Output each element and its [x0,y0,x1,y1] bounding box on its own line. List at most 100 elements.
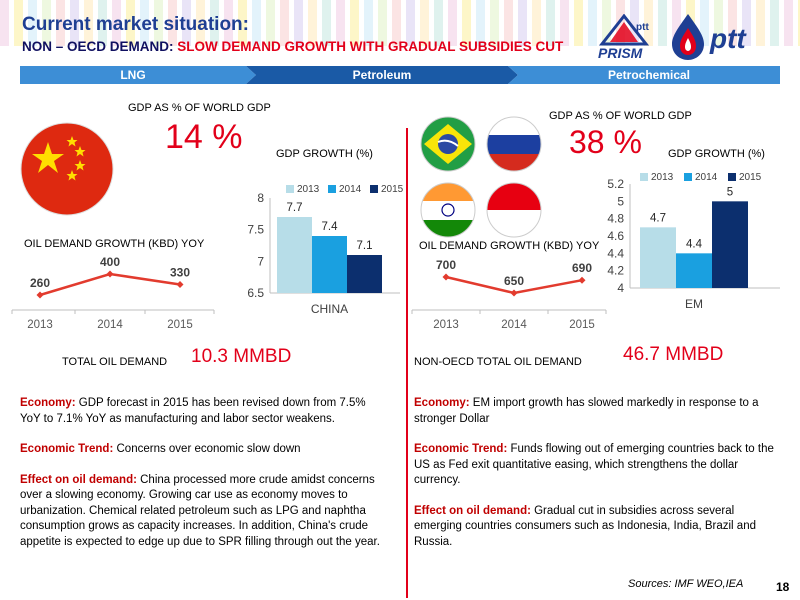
ptt-logo: ptt [666,10,786,64]
page-subtitle: NON – OECD DEMAND: SLOW DEMAND GROWTH WI… [22,39,563,54]
header-stripe [448,0,457,46]
header-stripe [182,0,191,46]
china-gdp-data-label: 7.7 [287,202,303,214]
em-oil-demand-line-chart: 700 2013 650 2014 690 2015 [411,258,607,331]
em-gdp-y-tick-label: 4.4 [607,246,624,260]
header-stripe [420,0,429,46]
header-stripe [588,0,597,46]
header-stripe [504,0,513,46]
china-effect-label: Effect on oil demand: [20,473,137,486]
china-gdp-y-tick-label: 6.5 [247,286,264,300]
china-gdp-growth-bar-chart: 2013 2014 2015 8 7.5 7 6.5 7.7 7.4 7.1 CHINA [247,184,404,316]
em-gdp-share-value: 38 % [569,124,642,160]
header-stripe [28,0,37,46]
em-gdp-legend-label: 2013 [651,172,674,183]
em-gdp-bar [712,201,748,288]
em-gdp-legend-label: 2014 [695,172,718,183]
header-stripe [42,0,51,46]
em-gdp-legend-label: 2015 [739,172,762,183]
header-stripe [224,0,233,46]
em-gdp-y-tick-label: 4.6 [607,229,624,243]
header-stripe [0,0,9,46]
china-oil-data-label: 260 [30,276,50,290]
china-oil-data-label: 330 [170,266,190,280]
em-oil-point [442,273,450,281]
china-gdp-category-label: CHINA [311,302,348,316]
header-stripe [350,0,359,46]
china-oil-point [36,291,44,299]
em-trend-text: Funds flowing out of emerging countries … [414,443,774,486]
em-gdp-y-tick-label: 4 [617,281,624,295]
china-oil-x-tick-label: 2013 [27,319,53,331]
china-gdp-data-label: 7.1 [357,240,373,252]
nav-item-petrochemical[interactable]: Petrochemical [607,68,691,82]
header-stripe [616,0,625,46]
em-gdp-y-tick-label: 4.2 [607,264,624,278]
section-nav-bar: LNG Petroleum Petrochemical [20,66,780,84]
china-trend-label: Economic Trend: [20,443,114,455]
subtitle-prefix: NON – OECD DEMAND: [22,39,174,54]
china-gdp-bar [347,255,382,293]
header-stripe [784,0,793,46]
ptt-logo-text: ptt [709,23,747,54]
em-oil-data-label: 690 [572,261,592,275]
subtitle-highlight: SLOW DEMAND GROWTH WITH GRADUAL SUBSIDIE… [177,39,564,54]
em-gdp-share-label: GDP AS % OF WORLD GDP [549,110,692,122]
china-flag [20,122,114,216]
china-oil-growth-label: OIL DEMAND GROWTH (KBD) YOY [24,238,205,250]
header-stripe [574,0,583,46]
page-number: 18 [776,580,790,594]
em-flags [420,116,548,242]
header-stripe [336,0,345,46]
header-stripe [168,0,177,46]
em-gdp-bar [676,253,712,288]
prism-logo: ptt PRISM [592,13,656,62]
russia-flag [487,117,541,171]
china-gdp-share-value: 14 % [165,118,243,156]
indonesia-flag [487,183,541,237]
china-commentary: Economy: GDP forecast in 2015 has been r… [20,396,388,565]
header-stripe [140,0,149,46]
nav-item-petroleum[interactable]: Petroleum [352,68,412,82]
sources-note: Sources: IMF WEO,IEA [628,578,744,590]
header-stripe [70,0,79,46]
china-oil-point [176,281,184,288]
header-stripe [392,0,401,46]
header-stripe [280,0,289,46]
header-stripe [406,0,415,46]
header-stripe [154,0,163,46]
brazil-flag [421,117,475,171]
header-stripe [84,0,93,46]
header-stripe [560,0,569,46]
china-gdp-legend-swatch [286,185,294,193]
prism-ptt-small-text: ptt [636,22,649,33]
em-gdp-y-tick-label: 5.2 [607,177,624,191]
em-oil-data-label: 650 [504,274,524,288]
em-gdp-y-tick-label: 4.8 [607,212,624,226]
em-oil-point [578,276,586,284]
em-gdp-data-label: 5 [727,186,733,198]
em-total-oil-label: NON-OECD TOTAL OIL DEMAND [414,356,582,368]
china-total-oil-value: 10.3 MMBD [191,346,292,367]
header-stripe [378,0,387,46]
china-gdp-y-tick-label: 7 [257,254,264,268]
header-stripe [518,0,527,46]
header-stripe [532,0,541,46]
em-gdp-data-label: 4.4 [686,238,703,250]
china-total-oil-label: TOTAL OIL DEMAND [62,356,168,368]
header-stripe [742,0,751,46]
column-divider [406,128,408,598]
china-gdp-legend-label: 2015 [381,184,404,195]
china-gdp-legend-swatch [370,185,378,193]
header-stripe [770,0,779,46]
em-gdp-legend-swatch [728,173,736,181]
china-oil-x-tick-label: 2014 [97,319,123,331]
header-stripe [462,0,471,46]
header-stripe [308,0,317,46]
header-stripe [476,0,485,46]
china-oil-demand-line-chart: 260 2013 400 2014 330 2015 [11,255,215,331]
header-stripe [294,0,303,46]
china-trend-text: Concerns over economic slow down [113,443,301,455]
nav-item-lng[interactable]: LNG [120,68,146,82]
china-gdp-bar [312,236,347,293]
